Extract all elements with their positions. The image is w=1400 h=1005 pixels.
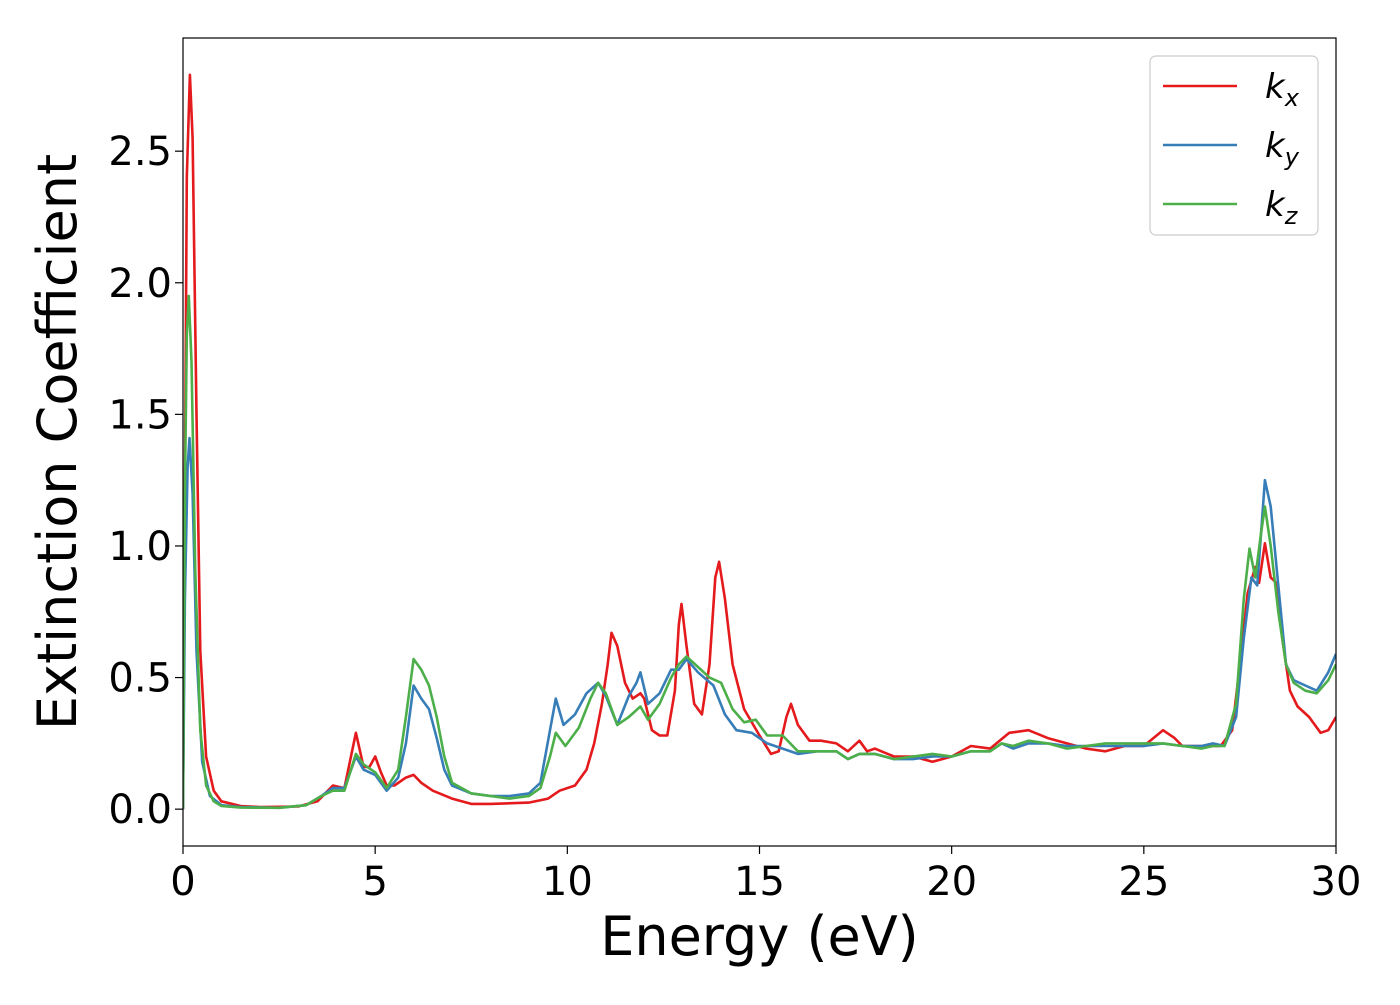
y-axis-label: Extinction Coefficient (26, 154, 89, 730)
x-tick-label: 5 (362, 859, 387, 905)
x-tick-label: 25 (1118, 859, 1169, 905)
series-layer (183, 73, 1336, 810)
y-axis: 0.0 0.5 1.0 1.5 2.0 2.5 (108, 129, 183, 833)
y-tick-label: 0.0 (108, 787, 172, 833)
y-tick-label: 1.0 (108, 524, 172, 570)
x-axis-label: Energy (eV) (600, 905, 919, 968)
series-line-k-z (183, 294, 1336, 810)
x-axis: 0 5 10 15 20 25 30 (170, 846, 1361, 905)
y-tick-label: 2.0 (108, 261, 172, 307)
y-tick-label: 2.5 (108, 129, 172, 175)
y-tick-label: 1.5 (108, 392, 172, 438)
legend: kx ky kz (1149, 55, 1319, 236)
x-tick-label: 0 (170, 859, 195, 905)
x-tick-label: 30 (1311, 859, 1362, 905)
legend-label-k-z: kz (1265, 185, 1299, 230)
x-tick-label: 20 (926, 859, 977, 905)
legend-label-k-x: kx (1265, 67, 1300, 112)
series-line-k-y (183, 436, 1336, 810)
x-tick-label: 15 (734, 859, 785, 905)
legend-label-k-y: ky (1265, 126, 1300, 171)
y-tick-label: 0.5 (108, 656, 172, 702)
x-tick-label: 10 (542, 859, 593, 905)
